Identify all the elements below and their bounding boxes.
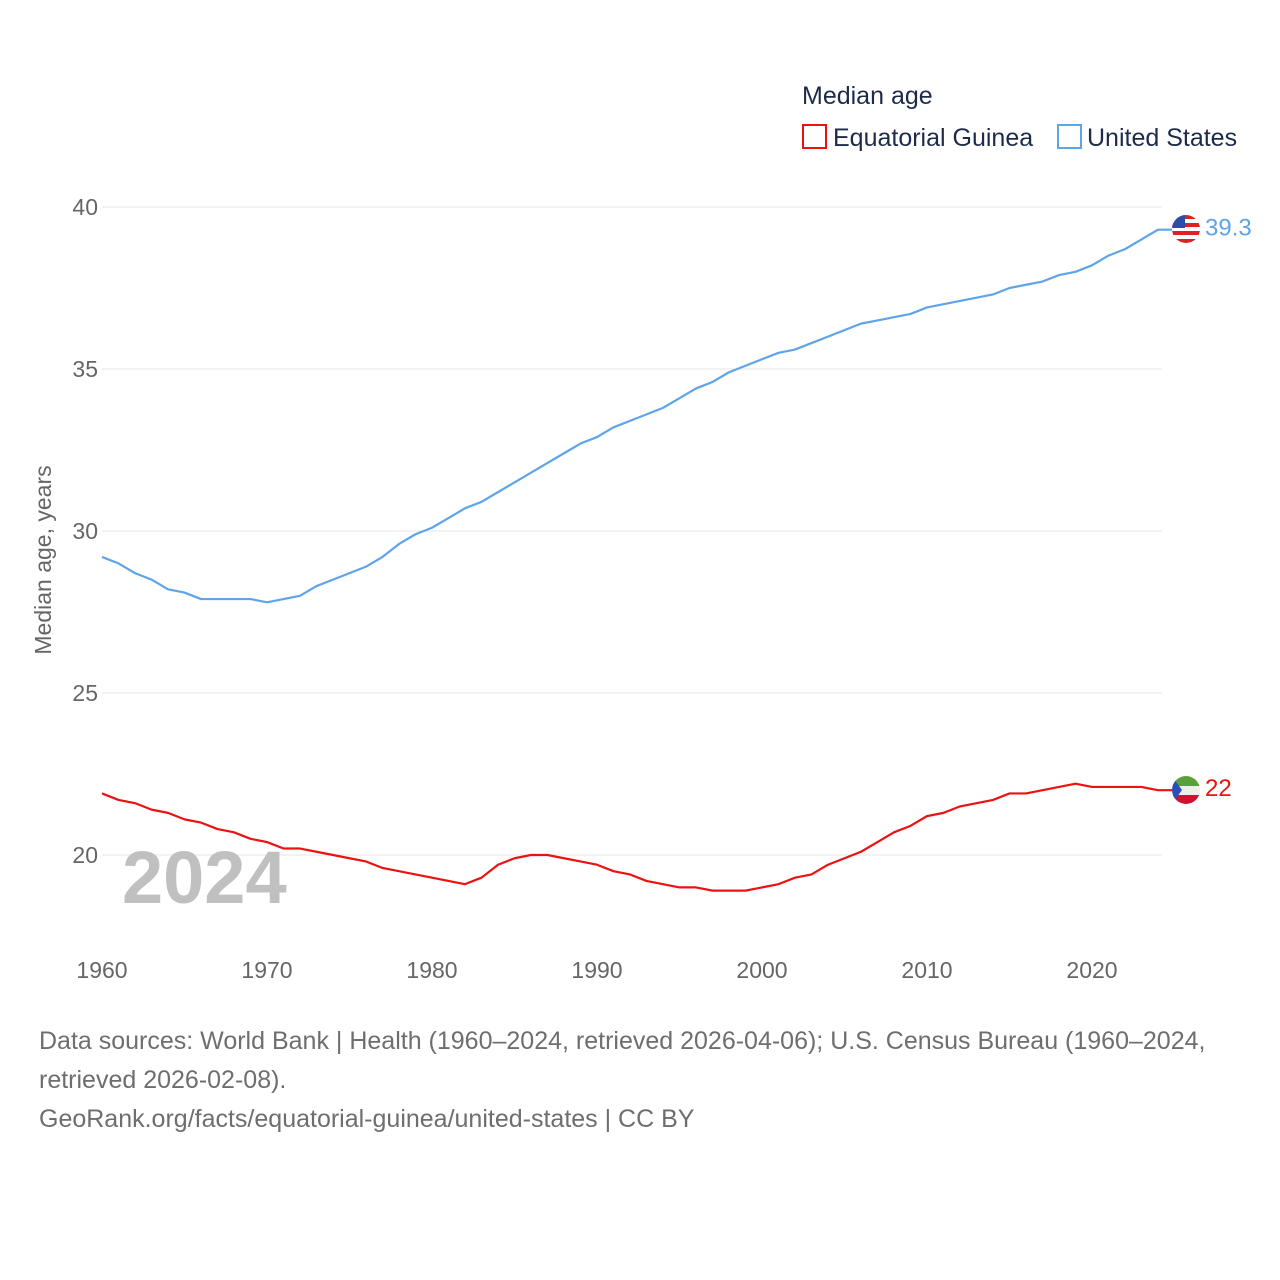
y-tick-label: 20 [72, 842, 98, 868]
y-tick-label: 25 [72, 680, 98, 706]
x-tick-label: 1980 [406, 957, 457, 983]
x-tick-label: 2000 [736, 957, 787, 983]
legend-item-united-states[interactable]: United States [1057, 124, 1237, 152]
y-axis-label: Median age, years [30, 465, 56, 654]
x-tick-label: 1960 [76, 957, 127, 983]
x-tick-label: 1990 [571, 957, 622, 983]
x-tick-label: 2010 [901, 957, 952, 983]
y-tick-label: 35 [72, 356, 98, 382]
series-line-equatorial-guinea[interactable] [101, 782, 1172, 892]
end-value-label: 22 [1205, 775, 1232, 802]
legend-label: Equatorial Guinea [833, 124, 1033, 152]
equatorial-guinea-flag-icon [1172, 776, 1200, 804]
attribution-link[interactable]: GeoRank.org/facts/equatorial-guinea/unit… [39, 1105, 695, 1133]
footer: Data sources: World Bank | Health (1960–… [39, 1022, 1249, 1139]
us-flag-icon [1172, 215, 1200, 243]
y-tick-label: 40 [72, 194, 98, 220]
legend-item-equatorial-guinea[interactable]: Equatorial Guinea [802, 124, 1033, 152]
x-tick-label: 1970 [241, 957, 292, 983]
legend-label: United States [1087, 124, 1237, 152]
line-chart: Median age Equatorial Guinea United Stat… [30, 82, 1252, 983]
year-watermark: 2024 [122, 836, 287, 919]
legend-title: Median age [802, 82, 933, 110]
y-tick-label: 30 [72, 518, 98, 544]
end-value-label: 39.3 [1205, 215, 1252, 242]
data-sources-text: Data sources: World Bank | Health (1960–… [39, 1027, 1206, 1094]
legend-swatch [802, 124, 827, 149]
legend-swatch [1057, 124, 1082, 149]
x-tick-label: 2020 [1066, 957, 1117, 983]
series-line-united-states[interactable] [101, 228, 1172, 604]
